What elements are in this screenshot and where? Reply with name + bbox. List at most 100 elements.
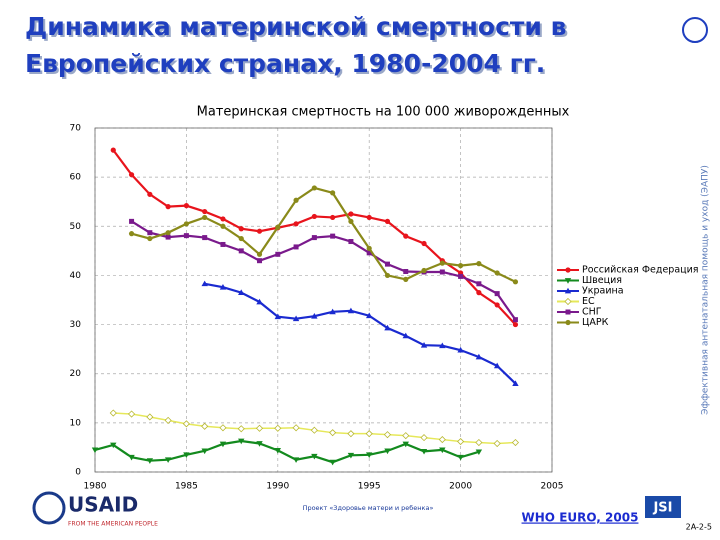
point [256,251,263,257]
x-tick-label: 2005 [541,482,564,492]
plot: 0 10 20 30 40 50 60 70 1980 1985 1990 1995 2000 2005 Р… [70,124,699,492]
point [311,313,318,319]
point [347,307,355,314]
point [256,441,263,447]
y-tick-label: 70 [70,124,82,134]
y-tick-label: 50 [70,222,82,232]
point [238,226,244,232]
point [219,284,227,290]
point [439,260,445,266]
y-tick-label: 20 [70,369,82,379]
point [348,218,354,224]
point [384,218,391,224]
point [330,233,336,239]
point [202,214,208,221]
point [457,346,464,353]
point [201,448,208,455]
point [311,453,318,460]
point [201,280,208,287]
point [292,424,300,432]
point [511,438,520,447]
point [512,279,519,285]
point [348,239,354,245]
series-line [94,439,480,464]
point [220,241,226,247]
legend-label: Швеция [582,275,622,286]
point [256,228,263,234]
point [311,213,317,220]
legend-label: СНГ [582,307,602,318]
legend-marker [564,278,572,284]
legend-marker [565,267,571,273]
point [128,454,135,461]
point [165,230,171,236]
point [127,410,136,418]
point [238,235,244,242]
point [420,342,428,348]
point [146,413,154,421]
legend-marker [565,309,571,315]
point [219,441,227,448]
point [347,452,355,459]
point [238,289,245,296]
point [274,424,282,432]
source: WHO EURO, 2005 [522,511,639,525]
point [403,268,409,274]
title-shadow: Динамика материнской смертности в [27,14,568,43]
legend-label: Российская Федерация [582,265,699,276]
title-line: Динамика материнской смертности в [25,12,566,41]
series-line [131,186,516,283]
point [420,448,428,455]
point [402,332,409,339]
point [164,416,172,424]
point [147,235,153,242]
point [493,439,501,448]
point [494,270,500,276]
y-tick-label: 30 [70,320,82,330]
point [475,353,483,360]
point [494,302,500,308]
point [366,214,372,221]
point [110,442,117,449]
chart-title: Материнская смертность на 100 000 живоро… [197,105,570,120]
y-tick-label: 60 [70,173,82,183]
point [183,452,190,458]
point [293,197,299,203]
usaid-seal [32,491,66,525]
point [238,438,245,445]
x-tick-label: 1985 [175,482,198,492]
point [293,244,299,250]
series-line [204,282,517,385]
x-tick-label: 1980 [84,482,107,492]
point [110,147,116,153]
point [310,426,318,434]
legend-label: ЕС [582,296,595,307]
y-tick-label: 0 [75,468,81,478]
point [403,233,409,239]
jsi-logo-box [645,496,681,518]
point [384,261,390,267]
legend-marker [564,297,572,306]
point [147,191,153,197]
title-shadow: Европейских странах, 1980-2004 гг. [27,51,547,80]
point [147,230,153,236]
point [476,290,482,296]
usaid-logo: USAID [68,493,138,517]
point [329,308,336,315]
project-text: Проект «Здоровье матери и ребенка» [303,504,434,512]
point [438,436,446,444]
point [329,459,336,466]
point [458,263,464,269]
point [257,258,263,264]
point [384,324,391,331]
point [347,430,355,438]
point [512,380,519,386]
point [512,317,518,323]
point [476,261,482,267]
point [275,251,281,257]
point [201,422,209,430]
point [292,315,300,322]
jsi-logo: JSI [652,501,672,516]
point [129,218,135,224]
point [128,172,135,178]
